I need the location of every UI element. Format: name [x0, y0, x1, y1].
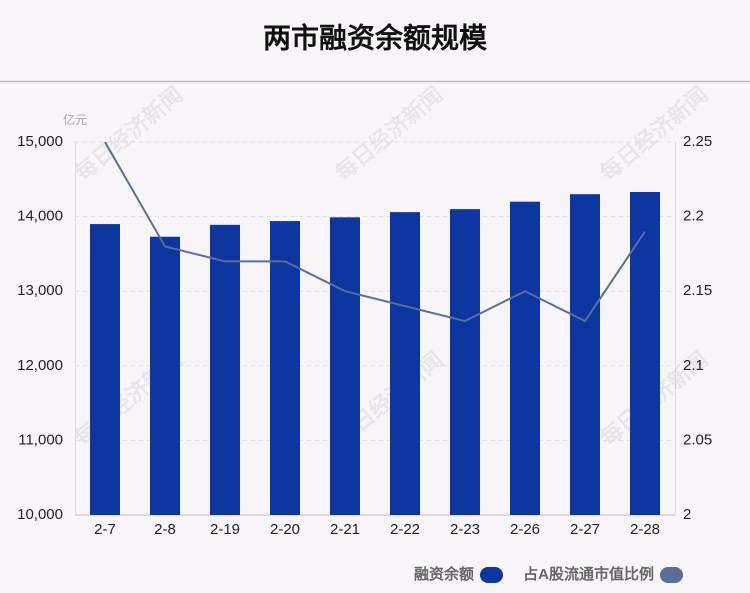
bar — [510, 201, 540, 515]
bar — [390, 212, 420, 515]
y-tick-label: 12,000 — [17, 357, 63, 374]
legend-swatch — [480, 567, 503, 583]
y-tick-label: 15,000 — [17, 133, 63, 150]
x-tick-label: 2-21 — [330, 521, 360, 538]
bar — [330, 217, 360, 515]
x-tick-label: 2-26 — [510, 521, 540, 538]
x-tick-label: 2-7 — [94, 521, 116, 538]
x-tick-label: 2-19 — [210, 521, 240, 538]
y-tick-label: 14,000 — [17, 208, 63, 225]
y2-tick-label: 2 — [683, 506, 691, 523]
y-tick-label: 13,000 — [17, 282, 63, 299]
x-tick-label: 2-28 — [630, 521, 660, 538]
chart-title: 两市融资余额规模 — [263, 21, 488, 53]
legend-swatch — [660, 567, 683, 583]
bar — [210, 224, 240, 515]
legend-label: 融资余额 — [414, 565, 474, 583]
y-tick-label: 11,000 — [18, 431, 63, 448]
x-tick-label: 2-23 — [450, 521, 480, 538]
x-tick-label: 2-27 — [570, 521, 600, 538]
y2-tick-label: 2.25 — [683, 133, 712, 150]
bar — [570, 194, 600, 515]
bar — [90, 224, 120, 515]
bar — [270, 221, 300, 516]
legend-label: 占A股流通市值比例 — [523, 565, 654, 583]
y2-tick-label: 2.1 — [683, 357, 704, 374]
x-tick-label: 2-8 — [154, 521, 176, 538]
y-tick-label: 10,000 — [17, 506, 63, 523]
bar — [630, 191, 660, 515]
y2-tick-label: 2.2 — [683, 208, 704, 225]
bar — [150, 236, 180, 515]
line — [104, 141, 646, 323]
y2-tick-label: 2.05 — [683, 431, 712, 448]
bar — [450, 209, 480, 515]
x-tick-label: 2-20 — [270, 521, 300, 538]
x-tick-label: 2-22 — [390, 521, 420, 538]
y-unit: 亿元 — [63, 112, 87, 127]
y2-tick-label: 2.15 — [683, 282, 712, 299]
